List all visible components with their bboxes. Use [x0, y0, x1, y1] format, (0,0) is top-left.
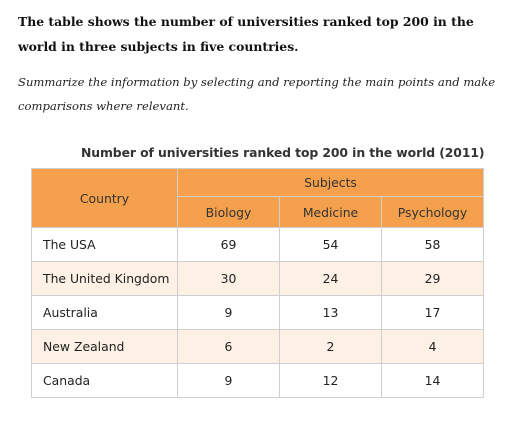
value-cell: 24 — [279, 261, 382, 296]
subject-header-medicine: Medicine — [279, 196, 382, 228]
subject-header-row: Biology Medicine Psychology — [32, 196, 485, 228]
value-cell: 30 — [177, 261, 280, 296]
task-title: The table shows the number of universiti… — [18, 14, 474, 54]
country-cell: Australia — [31, 295, 178, 330]
header-row: Country Subjects — [31, 168, 485, 228]
table-row: Australia 9 13 17 — [31, 295, 485, 330]
universities-table: Country Subjects Biology Medicine Psycho… — [31, 168, 485, 398]
table-caption: Number of universities ranked top 200 in… — [81, 145, 485, 160]
task-instruction: Summarize the information by selecting a… — [18, 75, 496, 113]
subject-header-biology: Biology — [177, 196, 280, 228]
value-cell: 29 — [380, 261, 485, 296]
country-cell: The United Kingdom — [31, 261, 178, 296]
value-cell: 58 — [380, 227, 485, 262]
country-cell: Canada — [31, 363, 178, 398]
value-cell: 4 — [380, 329, 485, 364]
subjects-group-header: Subjects — [176, 168, 485, 197]
value-cell: 6 — [177, 329, 280, 364]
country-column-header: Country — [31, 168, 178, 228]
value-cell: 9 — [177, 295, 280, 330]
table-row: Canada 9 12 14 — [31, 363, 485, 398]
value-cell: 9 — [177, 363, 280, 398]
value-cell: 2 — [279, 329, 382, 364]
value-cell: 69 — [177, 227, 280, 262]
table-row: The USA 69 54 58 — [31, 227, 485, 262]
value-cell: 12 — [279, 363, 382, 398]
country-cell: New Zealand — [31, 329, 178, 364]
country-cell: The USA — [31, 227, 178, 262]
value-cell: 54 — [279, 227, 382, 262]
value-cell: 17 — [380, 295, 485, 330]
value-cell: 13 — [279, 295, 382, 330]
table-row: The United Kingdom 30 24 29 — [31, 261, 485, 296]
subject-header-psychology: Psychology — [380, 196, 485, 228]
table-row: New Zealand 6 2 4 — [31, 329, 485, 364]
value-cell: 14 — [380, 363, 485, 398]
